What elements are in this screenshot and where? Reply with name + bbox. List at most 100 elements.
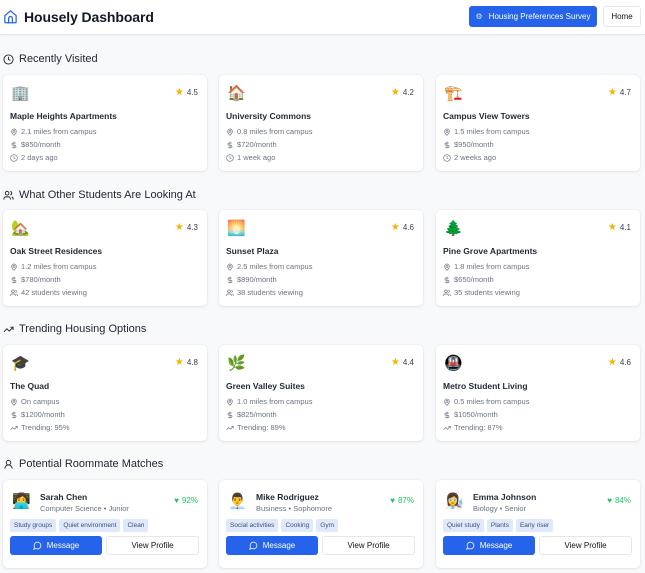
price-text: $1200/month [21, 410, 65, 419]
match-value: 92% [181, 496, 198, 505]
house-garden-icon: 🏡 [11, 220, 30, 237]
price-text: $825/month [237, 410, 277, 419]
dollar-icon [227, 411, 233, 418]
tag-list: Quiet study Plants Early riser [443, 519, 554, 532]
tag-list: Social activities Cooking Gym [226, 519, 339, 532]
dollar-icon [227, 276, 233, 283]
property-card[interactable]: 🌅 ★ 4.6 Sunset Plaza 2.5 miles from campu… [219, 210, 423, 306]
map-pin-icon [444, 128, 450, 136]
price-text: $850/month [21, 140, 61, 149]
property-name: The Quad [10, 381, 50, 391]
tag: Plants [486, 519, 513, 532]
tag: Social activities [226, 519, 279, 532]
match-score: ♥ 84% [607, 496, 631, 505]
tag-list: Study groups Quiet environment Clean [10, 519, 149, 532]
graduation-cap-icon: 🎓 [11, 355, 30, 372]
property-card[interactable]: 🌿 ★ 4.4 Green Valley Suites 1.0 miles fro… [219, 345, 423, 441]
dollar-icon [11, 276, 17, 283]
clock-icon [3, 53, 14, 65]
roommate-card: 👩‍🔬 Emma Johnson Biology • Senior ♥ 84% Q… [436, 480, 640, 568]
message-circle-icon [248, 541, 257, 550]
users-icon [226, 289, 234, 296]
section-trending: Trending Housing Options [3, 323, 146, 335]
tag: Quiet environment [59, 519, 121, 532]
trending-up-icon [3, 326, 14, 332]
users-icon [3, 190, 14, 200]
property-card[interactable]: 🌲 ★ 4.1 Pine Grove Apartments 1.8 miles f… [436, 210, 640, 306]
property-name: Sunset Plaza [226, 246, 279, 256]
heart-icon: ♥ [174, 496, 179, 505]
star-icon: ★ [607, 356, 617, 368]
message-button[interactable]: Message [443, 536, 535, 555]
viewers: 35 students viewing [443, 288, 520, 297]
match-value: 84% [614, 496, 631, 505]
star-icon: ★ [607, 221, 617, 233]
roommate-info: Biology • Senior [473, 504, 527, 513]
property-card[interactable]: 🚇 ★ 4.6 Metro Student Living 0.5 miles fr… [436, 345, 640, 441]
metro-icon: 🚇 [444, 355, 463, 372]
home-icon [4, 10, 17, 24]
avatar: 👩‍🔬 [445, 493, 464, 510]
rating: ★ 4.6 [391, 222, 414, 232]
users-icon [443, 289, 451, 296]
rating-value: 4.2 [402, 88, 414, 97]
house-icon: 🏠 [227, 85, 246, 102]
map-pin-icon [444, 263, 450, 271]
heart-icon: ♥ [607, 496, 612, 505]
price-text: $1050/month [454, 410, 498, 419]
price: $780/month [10, 275, 61, 284]
rating: ★ 4.4 [390, 356, 414, 368]
trending-text: Trending: 95% [21, 423, 70, 432]
property-card[interactable]: 🏡 ★ 4.3 Oak Street Residences 1.2 miles f… [3, 210, 207, 306]
trending-text: Trending: 89% [237, 423, 286, 432]
star-icon: ★ [174, 86, 184, 98]
brand[interactable]: Housely Dashboard [3, 8, 154, 25]
distance: 1.0 miles from campus [226, 397, 312, 406]
roommate-name: Sarah Chen [40, 492, 88, 502]
distance: 1.8 miles from campus [443, 262, 529, 271]
viewers: 42 students viewing [10, 288, 87, 297]
message-button[interactable]: Message [226, 536, 318, 555]
visited-time: 1 week ago [226, 153, 275, 162]
distance-text: 1.8 miles from campus [454, 262, 530, 271]
property-card[interactable]: 🎓 ★ 4.8 The Quad On campus $1200/month Tr… [3, 345, 207, 441]
tag: Quiet study [443, 519, 484, 532]
distance-text: 2.1 miles from campus [21, 127, 97, 136]
trending: Trending: 95% [10, 423, 70, 432]
view-profile-button[interactable]: View Profile [322, 536, 415, 555]
home-button[interactable]: Home [603, 6, 641, 27]
app-title: Housely Dashboard [24, 8, 154, 25]
message-button[interactable]: Message [10, 536, 102, 555]
section-roommates: Potential Roommate Matches [3, 458, 163, 470]
price-text: $720/month [237, 140, 277, 149]
star-icon: ★ [174, 356, 184, 368]
view-profile-button[interactable]: View Profile [106, 536, 199, 555]
viewers-text: 38 students viewing [237, 288, 303, 297]
property-card[interactable]: 🏗️ ★ 4.7 Campus View Towers 1.5 miles fro… [436, 75, 640, 171]
tag: Clean [123, 519, 149, 532]
rating: ★ 4.6 [607, 356, 631, 368]
visited-time: 2 weeks ago [443, 153, 496, 162]
sunset-icon: 🌅 [227, 220, 246, 237]
rating-value: 4.6 [402, 223, 414, 232]
property-name: Maple Heights Apartments [10, 111, 117, 121]
tag: Early riser [515, 519, 554, 532]
survey-button[interactable]: ⚙ Housing Preferences Survey [469, 6, 597, 27]
survey-button-label: Housing Preferences Survey [488, 12, 591, 21]
property-name: Metro Student Living [443, 381, 528, 391]
property-name: Campus View Towers [443, 111, 530, 121]
map-pin-icon [227, 263, 233, 271]
section-title: Potential Roommate Matches [19, 458, 164, 470]
distance-text: 0.8 miles from campus [237, 127, 313, 136]
property-card[interactable]: 🏠 ★ 4.2 University Commons 0.8 miles from… [219, 75, 423, 171]
tag: Study groups [10, 519, 57, 532]
distance: 0.8 miles from campus [226, 127, 312, 136]
price-text: $890/month [237, 275, 277, 284]
distance-text: 1.5 miles from campus [454, 127, 530, 136]
property-card[interactable]: 🏢 ★ 4.5 Maple Heights Apartments 2.1 mile… [3, 75, 207, 171]
rating-value: 4.5 [186, 88, 198, 97]
map-pin-icon [11, 398, 17, 406]
view-profile-button[interactable]: View Profile [539, 536, 632, 555]
construction-icon: 🏗️ [444, 85, 463, 102]
star-icon: ★ [390, 356, 400, 368]
